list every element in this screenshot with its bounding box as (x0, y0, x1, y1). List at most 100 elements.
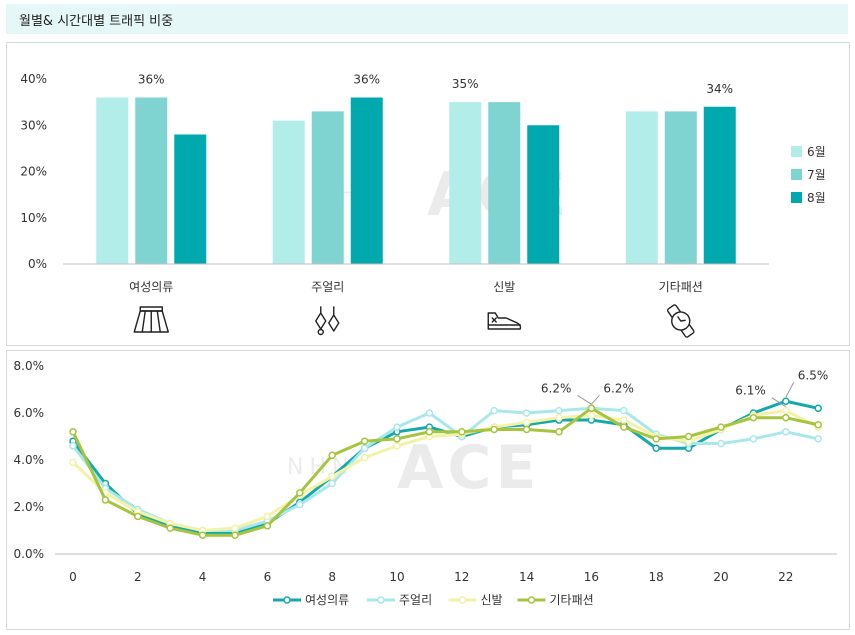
legend-item: 신발 (448, 593, 503, 607)
x-tick-label: 기타패션 (659, 280, 703, 294)
bar (174, 134, 207, 264)
legend: 6월 7월 8월 (791, 145, 826, 205)
annotation-label: 6.1% (735, 384, 766, 398)
data-point (328, 451, 336, 460)
data-point (69, 442, 77, 450)
y-axis: 0% 10% 20% 30% 40% (20, 72, 47, 271)
earring-right (328, 306, 340, 332)
legend-swatch (791, 169, 802, 180)
data-point (684, 432, 693, 441)
data-point (587, 411, 596, 420)
legend-label: 6월 (807, 145, 826, 159)
legend-item: 주얼리 (367, 593, 432, 607)
y-tick-label: 0% (28, 257, 47, 271)
series-line (71, 409, 819, 532)
skirt-body (133, 310, 169, 333)
data-point (782, 397, 790, 405)
legend-item: 여성의류 (273, 593, 349, 607)
data-point (749, 413, 758, 422)
y-tick-label: 2.0% (14, 500, 45, 514)
skirt-icon (133, 306, 169, 333)
earrings-icon (315, 306, 340, 336)
data-point (522, 425, 531, 434)
y-tick-label: 0.0% (14, 547, 45, 561)
bars (96, 97, 736, 264)
data-point (749, 435, 758, 443)
data-point (393, 442, 401, 450)
data-point (393, 423, 401, 431)
x-tick-label: 4 (199, 570, 207, 584)
data-point (782, 406, 790, 415)
earring-left-drop (317, 328, 324, 336)
annotation-label: 6.5% (798, 368, 829, 382)
title-bar: 월별& 시간대별 트래픽 비중 (6, 4, 848, 34)
legend: 여성의류 주얼리 신발 기타패션 (273, 593, 594, 607)
bar (488, 102, 521, 264)
page-title: 월별& 시간대별 트래픽 비중 (19, 14, 174, 29)
data-point (814, 435, 822, 443)
annotation-label: 6.2% (603, 381, 634, 395)
data-point (263, 522, 272, 530)
data-point (814, 404, 822, 413)
legend-label: 7월 (807, 168, 826, 182)
annotations: 6.2% 6.2% 6.1% 6.5% (541, 368, 829, 408)
data-point (458, 428, 466, 436)
data-point (360, 453, 369, 462)
data-point (425, 409, 434, 417)
data-point (69, 458, 77, 467)
y-tick-label: 20% (20, 165, 47, 179)
bar (350, 97, 383, 264)
data-point (652, 444, 660, 452)
data-label: 36% (138, 73, 165, 87)
bar (311, 111, 344, 264)
y-axis: 0.0% 2.0% 4.0% 6.0% 8.0% (14, 359, 45, 561)
data-point (652, 435, 660, 443)
data-point (522, 409, 531, 417)
data-point (490, 425, 498, 434)
legend-label: 기타패션 (550, 593, 594, 607)
annotation-leader (577, 394, 592, 405)
legend-marker (283, 596, 291, 604)
x-axis: 여성의류 주얼리 신발 기타패션 (63, 263, 769, 294)
data-point (555, 413, 563, 422)
legend-label: 주얼리 (399, 593, 432, 607)
y-tick-label: 8.0% (14, 359, 45, 373)
x-tick-label: 22 (778, 570, 793, 584)
data-point (198, 531, 207, 539)
data-point (717, 423, 725, 431)
watch-icon (666, 304, 695, 338)
watch-shape (666, 304, 695, 338)
data-point (328, 472, 336, 481)
x-tick-label: 6 (264, 570, 272, 584)
legend-label: 8월 (807, 191, 826, 205)
annotation-leader (771, 397, 787, 408)
x-tick-label: 10 (389, 570, 404, 584)
data-point (620, 406, 628, 415)
skirt-pleats (141, 310, 161, 333)
data-label: 34% (706, 82, 733, 96)
legend-swatch (791, 192, 802, 203)
y-tick-label: 40% (20, 72, 47, 86)
data-point (69, 428, 77, 436)
data-point (782, 413, 790, 422)
data-labels: 36% 36% 35% 34% (138, 73, 733, 96)
bar (272, 120, 305, 264)
legend-marker (377, 596, 385, 604)
x-tick-label: 여성의류 (129, 280, 173, 294)
data-point (587, 404, 596, 413)
x-axis: 0 2 4 6 8 10 12 14 16 18 20 22 (55, 553, 837, 584)
data-point (231, 531, 239, 539)
y-tick-label: 30% (20, 118, 47, 132)
bar (135, 97, 168, 264)
x-tick-label: 16 (584, 570, 599, 584)
data-point (717, 439, 725, 448)
x-tick-label: 18 (649, 570, 664, 584)
hourly-line-chart: NHN ACE 0.0% 2.0% 4.0% 6.0% 8.0% 0 2 4 6 8 10 12 14 1… (14, 359, 837, 607)
data-point (620, 423, 628, 431)
x-tick-label: 0 (69, 570, 77, 584)
earring-left (315, 306, 327, 330)
data-point (490, 406, 498, 415)
legend-swatch (791, 146, 802, 157)
